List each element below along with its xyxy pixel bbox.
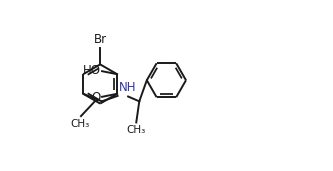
Text: O: O xyxy=(91,91,101,104)
Text: HO: HO xyxy=(83,64,101,77)
Text: NH: NH xyxy=(119,81,137,94)
Text: CH₃: CH₃ xyxy=(127,125,146,135)
Text: CH₃: CH₃ xyxy=(71,119,90,129)
Text: Br: Br xyxy=(94,33,107,46)
